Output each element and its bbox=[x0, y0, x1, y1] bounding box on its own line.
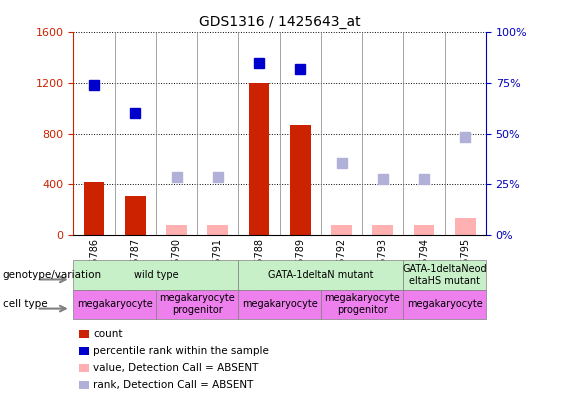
Bar bbox=[207, 225, 228, 235]
Text: cell type: cell type bbox=[3, 299, 47, 309]
Bar bbox=[414, 225, 434, 235]
Bar bbox=[238, 290, 321, 319]
Title: GDS1316 / 1425643_at: GDS1316 / 1425643_at bbox=[199, 15, 360, 29]
Text: percentile rank within the sample: percentile rank within the sample bbox=[93, 346, 269, 356]
Bar bbox=[238, 260, 403, 290]
Bar bbox=[455, 218, 476, 235]
Bar bbox=[125, 196, 146, 235]
Text: megakaryocyte: megakaryocyte bbox=[407, 299, 483, 309]
Bar bbox=[321, 290, 403, 319]
Text: megakaryocyte: megakaryocyte bbox=[242, 299, 318, 309]
Bar bbox=[403, 260, 486, 290]
Text: count: count bbox=[93, 329, 123, 339]
Bar bbox=[331, 225, 352, 235]
Bar bbox=[73, 290, 156, 319]
Bar bbox=[290, 125, 311, 235]
Bar bbox=[249, 83, 270, 235]
Text: wild type: wild type bbox=[134, 270, 178, 280]
Bar bbox=[84, 182, 105, 235]
Text: value, Detection Call = ABSENT: value, Detection Call = ABSENT bbox=[93, 363, 259, 373]
Bar bbox=[372, 225, 393, 235]
Bar bbox=[73, 260, 238, 290]
Text: megakaryocyte: megakaryocyte bbox=[77, 299, 153, 309]
Text: GATA-1deltaNeod
eltaHS mutant: GATA-1deltaNeod eltaHS mutant bbox=[402, 264, 487, 286]
Bar bbox=[166, 225, 187, 235]
Text: megakaryocyte
progenitor: megakaryocyte progenitor bbox=[159, 293, 235, 315]
Text: GATA-1deltaN mutant: GATA-1deltaN mutant bbox=[268, 270, 373, 280]
Text: megakaryocyte
progenitor: megakaryocyte progenitor bbox=[324, 293, 400, 315]
Bar bbox=[403, 290, 486, 319]
Bar bbox=[156, 290, 238, 319]
Text: rank, Detection Call = ABSENT: rank, Detection Call = ABSENT bbox=[93, 380, 254, 390]
Text: genotype/variation: genotype/variation bbox=[3, 270, 102, 280]
